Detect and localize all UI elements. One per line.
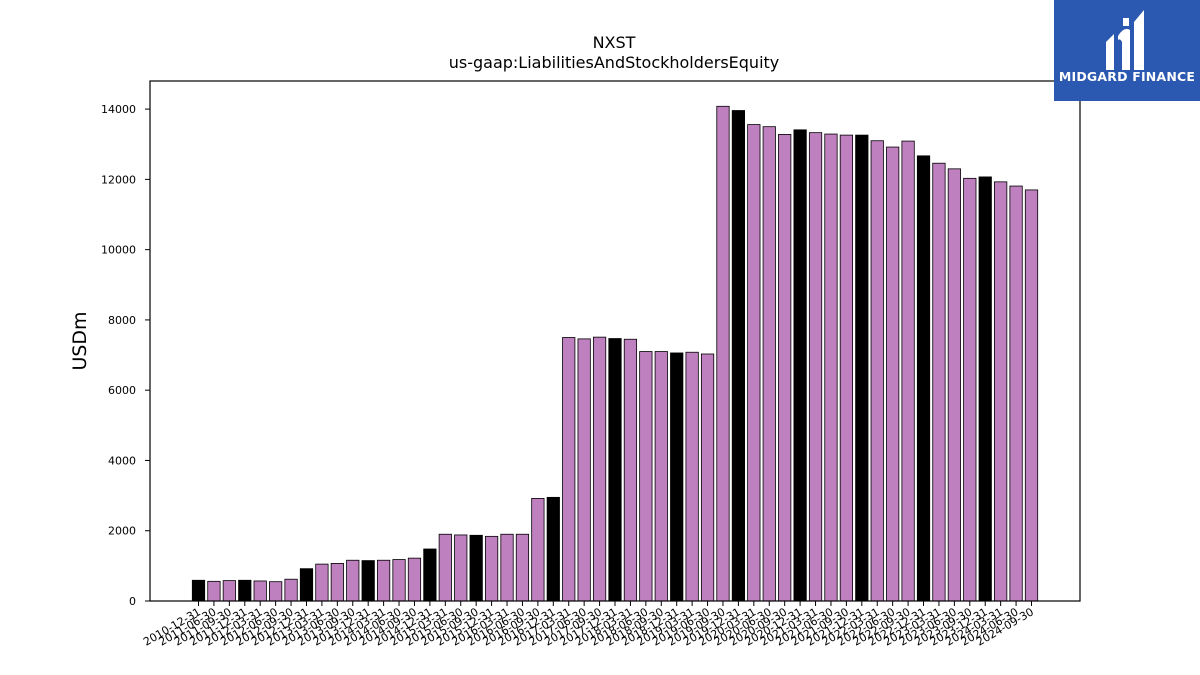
y-tick-label: 0	[129, 595, 136, 608]
bar-2019-09-30	[716, 105, 730, 602]
y-axis: 0 2000 4000 6000 8000 10000 12000 14000	[101, 103, 150, 608]
bar-2024-09-30	[1024, 189, 1039, 602]
bar-2023-03-31	[932, 162, 946, 602]
y-tick-label: 10000	[101, 244, 136, 257]
bar-2020-09-30	[778, 134, 792, 602]
bar-2021-06-30	[824, 133, 838, 602]
bar-2018-12-31	[670, 352, 684, 602]
bar-2022-06-30	[886, 146, 900, 602]
bar-2010-12-31	[191, 579, 206, 602]
chart-subtitle: us-gaap:LiabilitiesAndStockholdersEquity	[449, 53, 780, 72]
bar-2012-03-31	[253, 580, 267, 602]
bar-2018-06-30	[639, 351, 653, 602]
bars-group	[191, 105, 1039, 602]
bar-2019-12-31	[731, 110, 746, 602]
bar-2012-09-30	[284, 578, 298, 602]
bar-2016-06-30	[515, 533, 530, 602]
bar-2014-06-30	[392, 559, 406, 602]
bar-2014-12-31	[423, 548, 437, 602]
y-tick-label: 4000	[108, 454, 136, 467]
bar-2020-06-30	[762, 126, 776, 602]
bar-2021-03-31	[808, 132, 823, 602]
bar-2016-09-30	[531, 498, 545, 602]
bar-2016-12-31	[546, 496, 560, 602]
bar-2021-09-30	[839, 134, 853, 602]
y-tick-label: 6000	[108, 384, 136, 397]
bar-2024-06-30	[1009, 185, 1023, 602]
chart-title: NXST	[593, 33, 636, 52]
bar-2023-09-30	[963, 177, 977, 602]
bar-2014-09-30	[407, 557, 422, 602]
bar-2020-03-31	[747, 124, 761, 602]
bar-2015-06-30	[454, 534, 468, 602]
bar-2018-09-30	[654, 351, 668, 602]
bar-2013-09-30	[346, 559, 360, 602]
y-tick-label: 8000	[108, 314, 136, 327]
bar-2014-03-31	[377, 559, 391, 602]
bar-2019-06-30	[700, 353, 715, 602]
bar-2023-06-30	[947, 168, 961, 602]
bar-2013-12-31	[361, 560, 375, 602]
brand-logo: MIDGARD FINANCE	[1054, 0, 1200, 101]
bar-2022-09-30	[901, 140, 915, 602]
bar-2017-09-30	[592, 336, 607, 602]
y-tick-label: 2000	[108, 525, 136, 538]
midgard-logo-icon	[1106, 10, 1144, 70]
bar-2016-03-31	[500, 533, 514, 602]
bar-2017-03-31	[562, 337, 576, 602]
bar-2022-12-31	[916, 155, 931, 602]
bar-2011-12-31	[238, 579, 252, 602]
x-axis: 2010-12-312011-06-302011-09-302011-12-31…	[141, 601, 1036, 649]
bar-2020-12-31	[793, 129, 807, 602]
y-tick-label: 12000	[101, 173, 136, 186]
bar-2021-12-31	[855, 134, 869, 602]
bar-2011-06-30	[207, 580, 221, 602]
bar-2015-09-30	[469, 534, 483, 602]
bar-2012-06-30	[269, 581, 283, 602]
bar-2023-12-31	[978, 176, 992, 602]
bar-2015-12-31	[484, 535, 499, 602]
bar-2013-06-30	[330, 563, 344, 602]
bar-2019-03-31	[685, 351, 699, 602]
bar-2015-03-31	[438, 533, 452, 602]
bar-2012-12-31	[299, 568, 314, 602]
plot-frame	[149, 80, 1081, 602]
bar-2011-09-30	[222, 580, 236, 602]
y-axis-label: USDm	[69, 311, 91, 370]
bar-2017-06-30	[577, 338, 591, 602]
bar-2013-03-31	[315, 563, 329, 602]
bar-2024-03-31	[994, 181, 1008, 602]
bar-2022-03-31	[870, 140, 884, 602]
bar-2018-03-31	[623, 338, 638, 602]
bar-2017-12-31	[608, 338, 622, 602]
brand-name: MIDGARD FINANCE	[1058, 69, 1196, 84]
y-tick-label: 14000	[101, 103, 136, 116]
